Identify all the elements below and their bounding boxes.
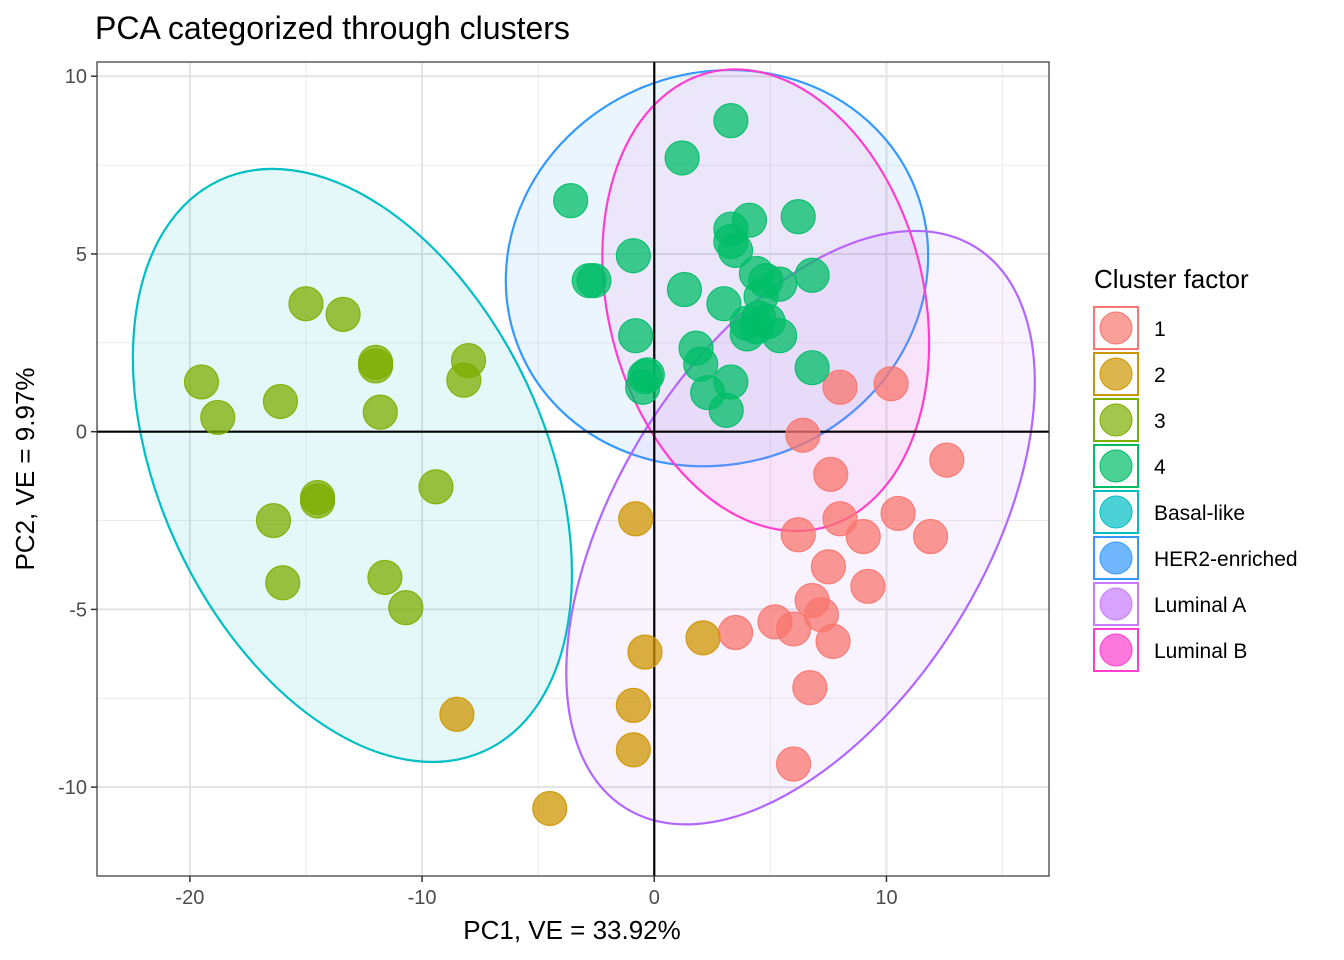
data-point-cluster-4 [666,271,703,308]
legend-label: 2 [1154,364,1166,387]
y-tick-label: -10 [58,777,87,799]
data-point-cluster-4 [625,369,661,405]
x-tick-label: -20 [175,887,204,909]
data-point-cluster-1 [785,417,821,453]
data-point-cluster-1 [775,611,812,647]
data-point-cluster-2 [532,790,568,827]
data-point-cluster-2 [618,501,654,537]
data-point-cluster-1 [810,549,847,585]
legend-key-swatch [1099,495,1133,529]
legend-key-swatch [1099,541,1133,575]
data-point-cluster-1 [929,442,965,478]
data-point-cluster-4 [794,350,830,386]
data-point-cluster-3 [367,559,403,596]
data-point-cluster-3 [358,348,394,384]
x-axis-title: PC1, VE = 33.92% [463,915,681,945]
x-axis-ticks: -20 -10 0 10 [175,876,898,909]
data-point-cluster-1 [792,670,828,706]
legend-label: HER2-enriched [1154,548,1298,571]
x-tick-label: 0 [649,887,660,909]
data-point-cluster-4 [708,392,744,428]
data-point-cluster-3 [299,483,336,519]
y-tick-label: 0 [76,422,87,444]
y-axis-title: PC2, VE = 9.97% [10,367,40,570]
data-point-cluster-4 [794,257,830,293]
data-point-cluster-1 [815,623,851,659]
panel-border [96,61,1050,877]
data-point-cluster-3 [446,362,482,398]
legend-key-swatch [1099,311,1133,345]
data-point-cluster-3 [200,399,236,436]
data-point-cluster-4 [717,232,754,268]
data-point-cluster-2 [615,732,651,768]
x-tick-label: -10 [408,887,437,909]
data-point-cluster-1 [813,456,849,492]
data-point-cluster-1 [912,518,949,555]
legend-label: Luminal A [1154,594,1246,617]
data-point-cluster-4 [618,318,654,354]
data-point-cluster-1 [880,495,916,532]
data-point-cluster-2 [615,687,651,723]
x-tick-label: 10 [875,887,897,909]
data-point-cluster-4 [729,316,765,352]
data-point-cluster-2 [439,696,475,732]
data-point-cluster-3 [288,286,324,322]
data-point-cluster-1 [780,517,816,553]
data-point-cluster-1 [717,614,754,651]
legend-key-swatch [1099,449,1133,483]
reference-lines [97,62,1049,876]
y-tick-label: -5 [69,599,87,621]
y-axis-ticks: -10 -5 0 5 10 [58,66,97,799]
data-point-cluster-2 [627,634,663,670]
legend-label: Basal-like [1154,502,1245,525]
data-point-cluster-4 [762,318,798,354]
data-point-cluster-3 [388,590,424,626]
legend-label: 1 [1154,318,1166,341]
data-point-cluster-3 [362,394,398,430]
data-point-cluster-1 [822,369,858,405]
data-point-cluster-2 [685,620,721,656]
ellipse-basal-like [131,167,574,764]
data-point-cluster-4 [706,286,742,322]
data-point-cluster-4 [576,263,612,299]
confidence-ellipses [131,68,1036,826]
data-point-cluster-4 [553,183,589,219]
data-point-cluster-3 [418,469,454,505]
legend-key-swatch [1099,357,1133,391]
grid-minor [97,62,1049,876]
legend-key-swatch [1099,633,1133,667]
data-point-cluster-4 [713,103,749,139]
legend-label: 3 [1154,410,1166,433]
legend-label: Luminal B [1154,640,1247,663]
data-point-cluster-3 [183,364,220,400]
data-point-cluster-3 [325,296,361,332]
y-tick-label: 10 [65,66,87,88]
legend-key-swatch [1099,403,1133,437]
data-point-cluster-3 [255,502,292,539]
legend-title: Cluster factor [1094,264,1249,294]
data-point-cluster-4 [664,140,700,176]
data-point-cluster-3 [262,383,299,420]
data-point-cluster-3 [265,565,301,601]
data-point-cluster-1 [775,746,812,782]
data-point-cluster-4 [615,238,651,274]
legend-key-swatch [1099,587,1133,621]
chart-title: PCA categorized through clusters [95,10,570,46]
data-point-cluster-1 [850,568,886,604]
y-tick-label: 5 [76,244,87,266]
legend: Cluster factor 1 2 3 4 Basal-like HER2-enrich… [1093,264,1298,672]
data-points [183,103,965,827]
data-point-cluster-1 [873,366,909,402]
legend-label: 4 [1154,456,1166,479]
data-point-cluster-4 [780,199,816,235]
data-point-cluster-1 [845,518,881,555]
